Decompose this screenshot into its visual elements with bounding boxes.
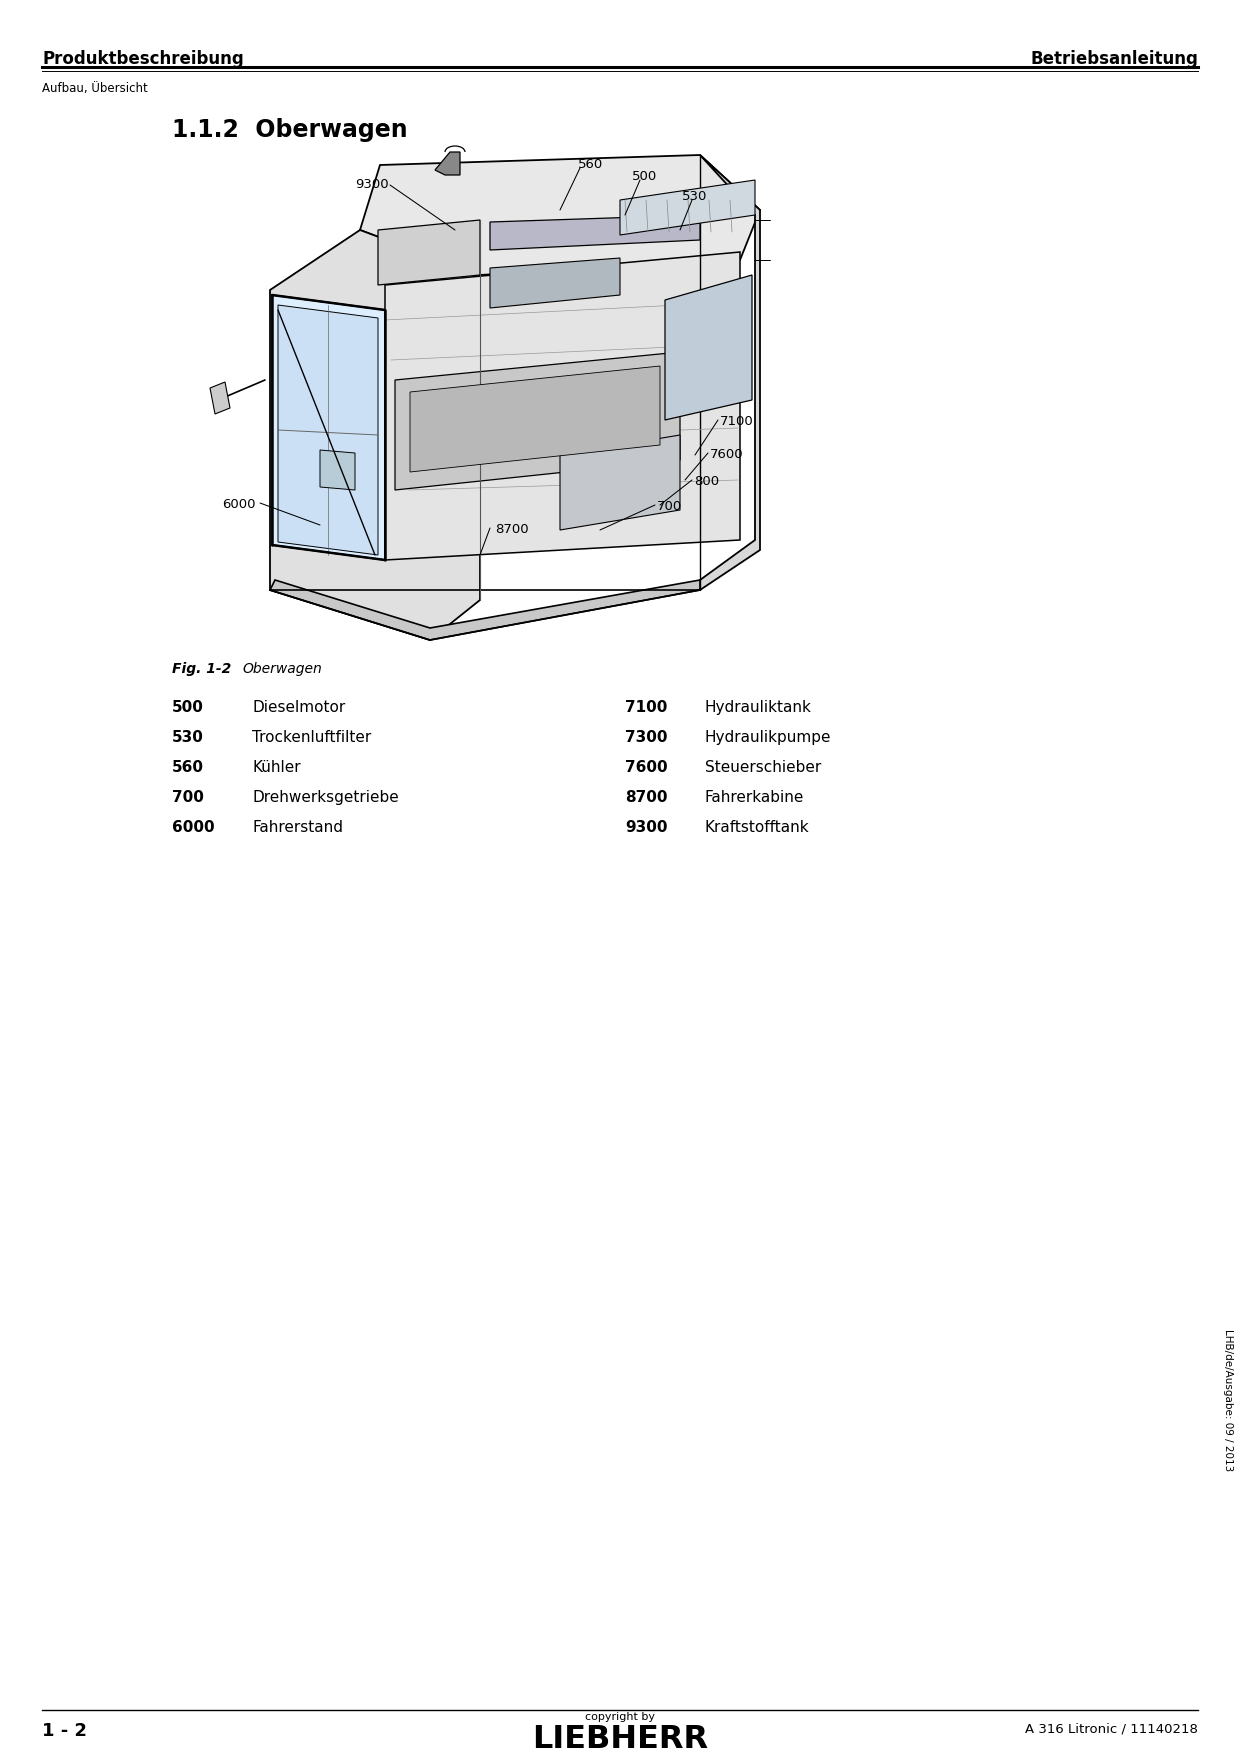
Text: 1.1.2  Oberwagen: 1.1.2 Oberwagen — [172, 118, 408, 142]
Text: 1 - 2: 1 - 2 — [42, 1722, 87, 1739]
Polygon shape — [665, 276, 751, 419]
Text: Steuerschieber: Steuerschieber — [706, 760, 821, 776]
Polygon shape — [620, 181, 755, 235]
Text: 8700: 8700 — [495, 523, 528, 535]
Text: Kraftstofftank: Kraftstofftank — [706, 820, 810, 835]
Text: 8700: 8700 — [625, 790, 667, 806]
Text: 6000: 6000 — [222, 498, 255, 511]
Text: Fahrerkabine: Fahrerkabine — [706, 790, 805, 806]
Text: Fig. 1-2: Fig. 1-2 — [172, 662, 231, 676]
Polygon shape — [384, 253, 740, 560]
Polygon shape — [270, 230, 480, 641]
Text: Oberwagen: Oberwagen — [242, 662, 321, 676]
Text: 560: 560 — [172, 760, 205, 776]
Text: copyright by: copyright by — [585, 1711, 655, 1722]
Text: Dieselmotor: Dieselmotor — [252, 700, 345, 714]
Text: Kühler: Kühler — [252, 760, 300, 776]
Polygon shape — [396, 353, 680, 490]
Text: Hydrauliktank: Hydrauliktank — [706, 700, 812, 714]
Polygon shape — [490, 216, 701, 249]
Text: A 316 Litronic / 11140218: A 316 Litronic / 11140218 — [1025, 1722, 1198, 1736]
Text: 560: 560 — [578, 158, 603, 170]
Text: Drehwerksgetriebe: Drehwerksgetriebe — [252, 790, 399, 806]
Text: 500: 500 — [172, 700, 203, 714]
Polygon shape — [701, 154, 760, 590]
Text: LHB/de/Ausgabe: 09 / 2013: LHB/de/Ausgabe: 09 / 2013 — [1223, 1329, 1233, 1471]
Text: 7300: 7300 — [625, 730, 667, 746]
Text: Betriebsanleitung: Betriebsanleitung — [1030, 49, 1198, 68]
Text: 530: 530 — [682, 190, 707, 204]
Text: Aufbau, Übersicht: Aufbau, Übersicht — [42, 82, 148, 95]
Text: Produktbeschreibung: Produktbeschreibung — [42, 49, 244, 68]
Text: 800: 800 — [694, 476, 719, 488]
Text: 7600: 7600 — [711, 448, 744, 462]
Text: 500: 500 — [632, 170, 657, 183]
Polygon shape — [560, 435, 680, 530]
Polygon shape — [410, 367, 660, 472]
Text: 7600: 7600 — [625, 760, 667, 776]
Text: Fahrerstand: Fahrerstand — [252, 820, 343, 835]
Text: 7100: 7100 — [720, 414, 754, 428]
Polygon shape — [210, 383, 229, 414]
Text: 700: 700 — [172, 790, 203, 806]
Text: LIEBHERR: LIEBHERR — [532, 1723, 708, 1755]
Polygon shape — [320, 449, 355, 490]
Text: 9300: 9300 — [625, 820, 667, 835]
Polygon shape — [435, 153, 460, 176]
Polygon shape — [278, 305, 378, 555]
Polygon shape — [270, 579, 701, 641]
Text: Hydraulikpumpe: Hydraulikpumpe — [706, 730, 832, 746]
Polygon shape — [360, 154, 760, 276]
Text: 6000: 6000 — [172, 820, 215, 835]
Polygon shape — [378, 219, 480, 284]
Text: 9300: 9300 — [355, 177, 388, 191]
Text: Trockenluftfilter: Trockenluftfilter — [252, 730, 371, 746]
Polygon shape — [272, 295, 384, 560]
Text: 700: 700 — [657, 500, 682, 512]
Text: 530: 530 — [172, 730, 203, 746]
Polygon shape — [490, 258, 620, 307]
Text: 7100: 7100 — [625, 700, 667, 714]
